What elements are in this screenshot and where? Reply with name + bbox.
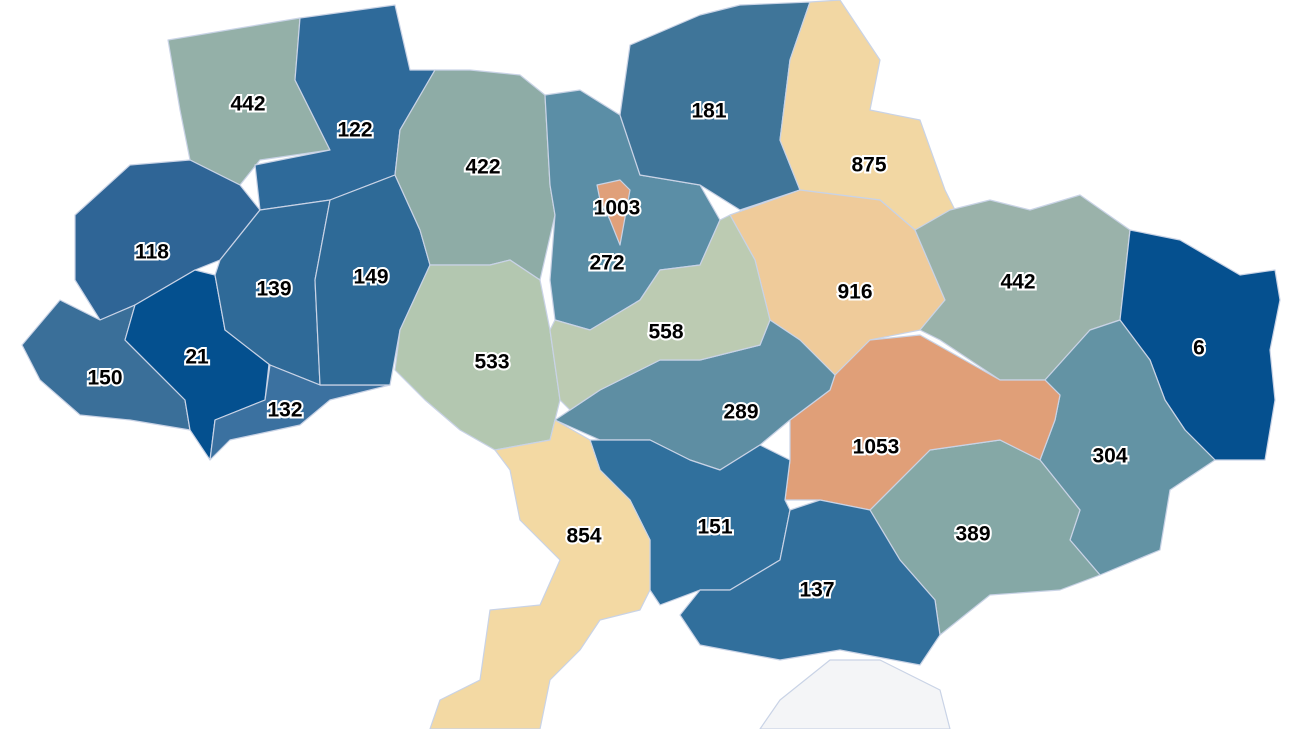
region-odesa[interactable] xyxy=(429,419,651,729)
region-crimea[interactable] xyxy=(759,659,951,729)
region-vinnytsia[interactable] xyxy=(394,259,561,451)
region-dnipropetrovsk[interactable] xyxy=(784,334,1061,511)
region-kyiv-city[interactable] xyxy=(596,179,631,246)
region-shapes xyxy=(21,0,1281,729)
region-zhytomyr[interactable] xyxy=(394,69,556,281)
region-cherkasy[interactable] xyxy=(549,214,771,411)
region-chernivtsi[interactable] xyxy=(209,364,391,461)
region-kherson[interactable] xyxy=(679,499,941,666)
